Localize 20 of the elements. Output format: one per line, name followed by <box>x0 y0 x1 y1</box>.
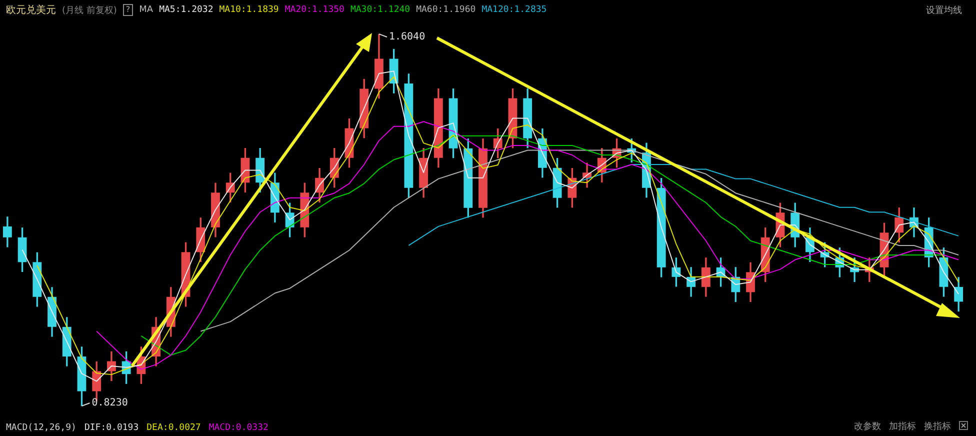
text: MA5:1.2032 <box>159 5 214 15</box>
text: MA30:1.1240 <box>350 5 410 15</box>
text: 加指标 <box>889 420 916 433</box>
text: DEA:0.0027 <box>146 423 201 433</box>
help-icon: ? <box>122 4 134 16</box>
text: MA20:1.1350 <box>284 5 344 15</box>
text: MA120:1.2835 <box>482 5 547 15</box>
text: MACD:0.0332 <box>208 423 268 433</box>
text: 设置均线 <box>926 4 962 17</box>
annotation: 1.6040 <box>388 32 426 43</box>
text: MA60:1.1960 <box>416 5 476 15</box>
text: DIF:0.0193 <box>84 423 139 433</box>
text: 改参数 <box>854 420 881 433</box>
text: MA10:1.1839 <box>219 5 279 15</box>
text: MACD(12,26,9) <box>6 423 76 433</box>
chart-title: 欧元兑美元 <box>6 4 56 17</box>
annotation: 0.8230 <box>92 398 128 409</box>
text: MA <box>139 5 154 15</box>
chart-subtitle: (月线 前复权) <box>62 4 117 16</box>
text: 换指标 <box>924 420 951 433</box>
